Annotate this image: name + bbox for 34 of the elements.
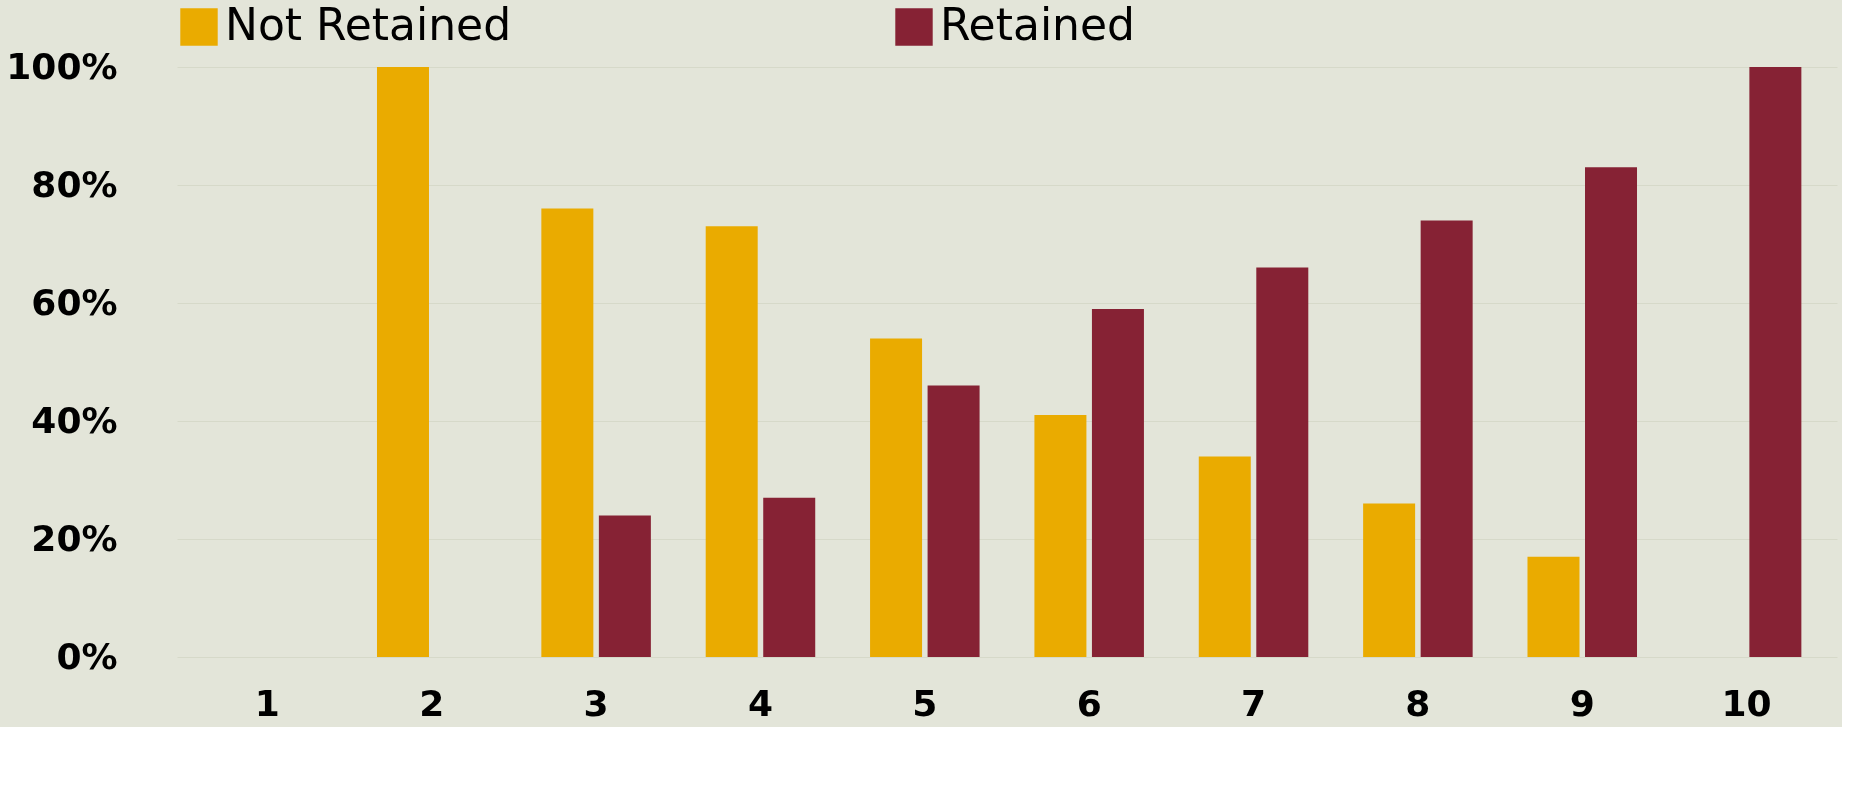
x-tick-label: 1 xyxy=(254,682,280,724)
y-tick-label: 80% xyxy=(31,163,118,205)
y-tick-label: 40% xyxy=(31,399,118,441)
bar xyxy=(1091,308,1144,657)
x-tick-label: 7 xyxy=(1241,682,1267,724)
x-tick-label: 6 xyxy=(1076,682,1102,724)
y-tick-label: 100% xyxy=(6,45,118,87)
bar xyxy=(598,515,651,657)
x-tick-label: 5 xyxy=(912,682,938,724)
bar xyxy=(705,226,758,657)
x-tick-label: 2 xyxy=(419,682,445,724)
bar xyxy=(1256,267,1309,657)
bar xyxy=(763,497,816,657)
x-tick-label: 10 xyxy=(1721,682,1772,724)
x-tick-label: 8 xyxy=(1405,682,1431,724)
bar xyxy=(1749,67,1802,657)
x-tick-label: 3 xyxy=(583,682,609,724)
bar xyxy=(1198,456,1251,657)
bar xyxy=(541,208,594,657)
legend-label: Retained xyxy=(940,0,1135,50)
y-tick-label: 60% xyxy=(31,281,118,323)
bar xyxy=(1034,415,1087,657)
legend-label: Not Retained xyxy=(225,0,512,50)
bar xyxy=(927,385,980,657)
x-tick-label: 9 xyxy=(1569,682,1595,724)
bar xyxy=(376,67,429,657)
bar xyxy=(870,338,923,657)
bar xyxy=(1585,167,1638,657)
bar xyxy=(1420,220,1473,657)
bar xyxy=(1363,503,1416,657)
y-tick-label: 0% xyxy=(56,635,118,677)
bar xyxy=(1527,556,1580,657)
y-tick-label: 20% xyxy=(31,517,118,559)
x-tick-label: 4 xyxy=(747,682,773,724)
